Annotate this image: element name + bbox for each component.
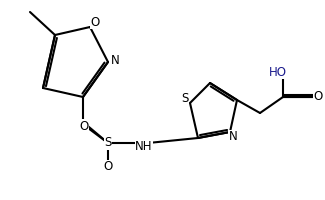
- Text: O: O: [103, 160, 113, 173]
- Text: N: N: [228, 130, 237, 144]
- Text: S: S: [181, 92, 189, 106]
- Text: NH: NH: [135, 140, 153, 152]
- Text: S: S: [104, 136, 112, 150]
- Text: O: O: [313, 90, 323, 104]
- Text: N: N: [111, 53, 119, 66]
- Text: HO: HO: [269, 66, 287, 78]
- Text: O: O: [79, 119, 89, 132]
- Text: O: O: [90, 16, 100, 28]
